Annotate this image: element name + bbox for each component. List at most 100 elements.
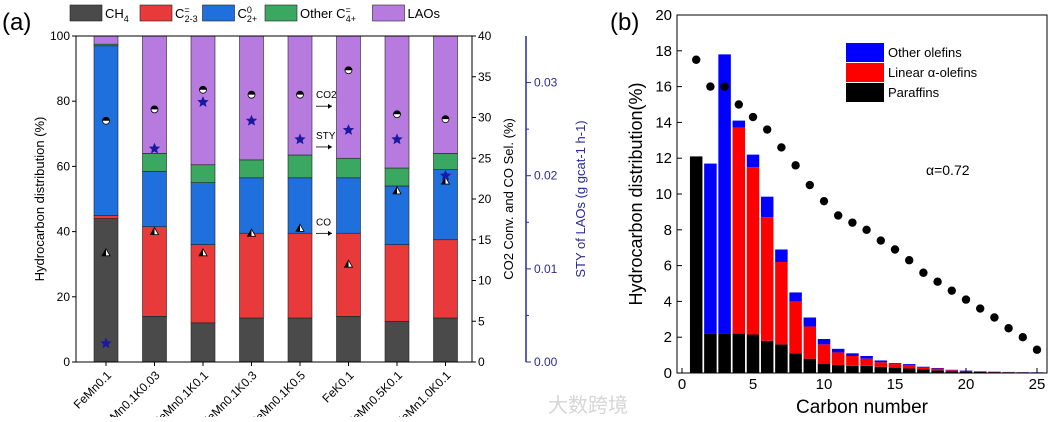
y-tick-label: 4 — [664, 293, 672, 310]
bar-other-olefins — [804, 318, 817, 327]
y-tick-label: 100 — [50, 29, 70, 43]
bar-c2-3-olefins — [94, 215, 118, 218]
bar-linear-olefins — [974, 371, 987, 372]
bar-paraffins — [903, 369, 916, 373]
y-tick-label: 12 — [655, 150, 672, 167]
y-tick-label: 6 — [664, 258, 672, 275]
bar-other-olefins — [818, 339, 831, 344]
watermark: 大数跨境 — [548, 394, 628, 417]
bar-linear-olefins — [747, 167, 760, 334]
y2-tick-label: 5 — [478, 314, 485, 328]
bar-linear-olefins — [789, 301, 802, 353]
y2-tick-label: 0 — [478, 355, 485, 369]
bar-other-olefins — [789, 292, 802, 301]
y3-axis-label: STY of LAOs (g gcat-1 h-1) — [573, 120, 588, 277]
x-tick-label: 15 — [887, 376, 904, 393]
bar-ch4 — [385, 321, 409, 362]
bar-linear-olefins — [846, 356, 859, 366]
bar-paraffins — [875, 367, 888, 373]
bar-ch4 — [240, 318, 264, 362]
bar-laos — [385, 36, 409, 168]
bar-linear-olefins — [917, 368, 930, 370]
bar-paraffins — [804, 359, 817, 373]
bar-linear-olefins — [889, 364, 902, 368]
legend-label: CH4 — [105, 6, 129, 24]
legend-label: C=2-3 — [175, 5, 198, 24]
y3-tick-label: 0.00 — [534, 355, 558, 369]
bar-c2-3-olefins — [288, 233, 312, 318]
y2-tick-label: 35 — [478, 70, 492, 84]
bar-other-olefins — [775, 249, 788, 262]
asf-point — [720, 82, 728, 90]
y-tick-label: 16 — [655, 79, 672, 96]
bar-c2-paraffins — [337, 178, 361, 233]
bar-other-olefins — [832, 349, 845, 353]
bar-other-olefins — [931, 368, 944, 369]
legend-label: Other C=4+ — [300, 5, 356, 24]
bar-ch4 — [288, 318, 312, 362]
asf-point — [1033, 346, 1041, 354]
bar-c2-3-olefins — [337, 233, 361, 316]
panel-label: (a) — [2, 9, 31, 36]
legend-swatch — [203, 5, 235, 21]
y-tick-label: 10 — [655, 186, 672, 203]
x-tick-label: FeMn0.1 — [71, 368, 115, 412]
asf-point — [976, 304, 984, 312]
annotation-arrowhead — [328, 104, 332, 109]
annotation-arrowhead — [328, 144, 332, 149]
asf-point — [933, 278, 941, 286]
panel-a: (a)FeMn0.1FeMn0.1K0.03FeMn0.1K0.1FeMn0.1… — [2, 5, 588, 417]
bar-laos — [337, 36, 361, 158]
asf-point — [862, 226, 870, 234]
bar-linear-olefins — [875, 362, 888, 366]
y2-tick-label: 25 — [478, 151, 492, 165]
bar-linear-olefins — [818, 344, 831, 364]
x-tick-label: 20 — [958, 376, 975, 393]
bar-other-olefins — [733, 121, 746, 128]
y-tick-label: 8 — [664, 222, 672, 239]
asf-point — [848, 218, 856, 226]
y-tick-label: 14 — [655, 114, 672, 131]
asf-point — [877, 236, 885, 244]
legend-swatch — [846, 43, 884, 62]
x-tick-label: 10 — [816, 376, 833, 393]
y2-tick-label: 20 — [478, 192, 492, 206]
bar-other-c4-olefins — [288, 155, 312, 178]
bar-other-olefins — [903, 364, 916, 365]
bar-paraffins — [917, 369, 930, 373]
asf-point — [990, 313, 998, 321]
bar-paraffins — [846, 366, 859, 373]
asf-point — [962, 295, 970, 303]
bar-other-olefins — [747, 155, 760, 168]
bar-linear-olefins — [832, 352, 845, 365]
bar-c2-paraffins — [191, 183, 215, 245]
bar-c2-3-olefins — [191, 245, 215, 323]
asf-point — [735, 100, 743, 108]
y-tick-label: 60 — [57, 159, 71, 173]
bar-ch4 — [143, 316, 167, 362]
legend-swatch — [265, 5, 297, 21]
bar-ch4 — [191, 323, 215, 362]
asf-point — [763, 125, 771, 133]
plot-frame — [76, 36, 472, 362]
y-tick-label: 20 — [57, 290, 71, 304]
legend-swatch — [846, 63, 884, 82]
asf-point — [791, 161, 799, 169]
bar-c2-paraffins — [385, 186, 409, 245]
bar-linear-olefins — [804, 326, 817, 358]
bar-paraffins — [775, 344, 788, 373]
legend-swatch — [70, 5, 102, 21]
bar-other-olefins — [718, 54, 731, 333]
x-tick-label: 5 — [749, 376, 757, 393]
asf-point — [706, 82, 714, 90]
bar-linear-olefins — [931, 369, 944, 371]
y2-axis-label: CO2 Conv. and CO Sel. (%) — [501, 118, 516, 280]
asf-point — [692, 56, 700, 64]
bar-paraffins — [832, 365, 845, 373]
bar-paraffins — [860, 366, 873, 373]
asf-point — [905, 256, 913, 264]
y-axis-label: Hydrocarbon distribution(%) — [626, 82, 646, 305]
bar-c2-3-olefins — [143, 227, 167, 317]
asf-point — [1004, 324, 1012, 332]
x-tick-label: FeK0.1 — [319, 368, 356, 405]
